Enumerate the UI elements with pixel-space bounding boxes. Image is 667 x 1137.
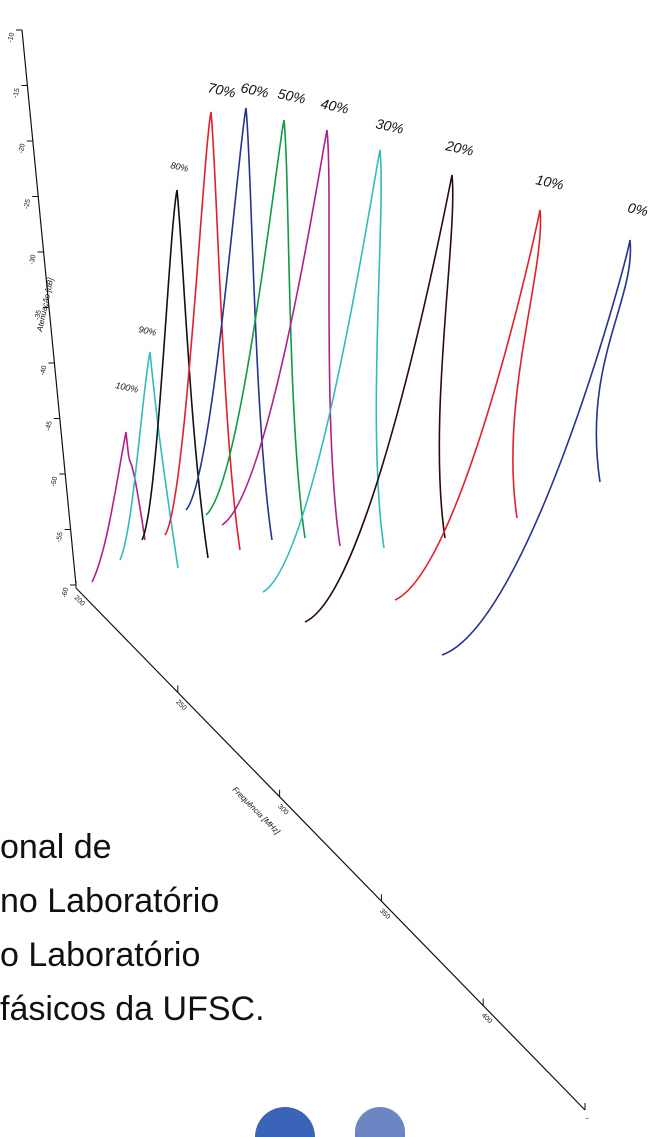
series-curve (141, 189, 209, 559)
y-tick-label: -55 (56, 531, 65, 542)
curves (91, 107, 632, 656)
y-tick-label: -30 (29, 254, 38, 265)
caption-line: fásicos da UFSC. (0, 990, 265, 1028)
series-label: 40% (319, 95, 350, 116)
y-tick-label: -35 (34, 309, 43, 320)
series-curve (119, 351, 179, 569)
y-tick-label: -10 (7, 32, 16, 43)
caption-line: onal de (0, 828, 112, 866)
x-axis-line (75, 587, 586, 1111)
series-label: 90% (138, 324, 158, 338)
caption-line: no Laboratório (0, 882, 220, 920)
series-label: 10% (534, 171, 565, 192)
y-tick-label: -25 (23, 198, 32, 209)
series-label: 30% (374, 115, 405, 136)
series-curve (185, 107, 273, 541)
y-tick-label: -40 (39, 365, 48, 376)
series-label: 0% (626, 199, 649, 219)
y-tick-label: -45 (45, 420, 54, 431)
y-axis-title: Atenuação [dB] (35, 276, 56, 333)
y-tick-label: -60 (61, 587, 70, 598)
series-labels: 100% 90% 80% 70% 60% 50% 40% 30% 20% 10% 0% (115, 79, 650, 394)
series-curve (304, 174, 454, 623)
x-tick-label: 450 (582, 1116, 595, 1119)
y-tick-label: -15 (12, 87, 21, 98)
series-curve (205, 119, 306, 539)
series-curve (262, 149, 385, 593)
series-curve (394, 209, 542, 601)
y-tick-label: -50 (50, 476, 59, 487)
series-label: 20% (443, 137, 475, 159)
series-label: 80% (170, 160, 190, 174)
series-label: 100% (115, 380, 140, 395)
series-label: 70% (206, 79, 237, 100)
series-curve (221, 129, 341, 547)
series-label: 60% (239, 79, 270, 100)
x-axis-title: Frequência [MHz] (231, 785, 283, 837)
series-curve (164, 111, 241, 551)
series-curve (441, 239, 632, 656)
series-label: 50% (276, 85, 307, 106)
caption-line: o Laboratório (0, 936, 201, 974)
y-tick-label: -20 (18, 143, 27, 154)
